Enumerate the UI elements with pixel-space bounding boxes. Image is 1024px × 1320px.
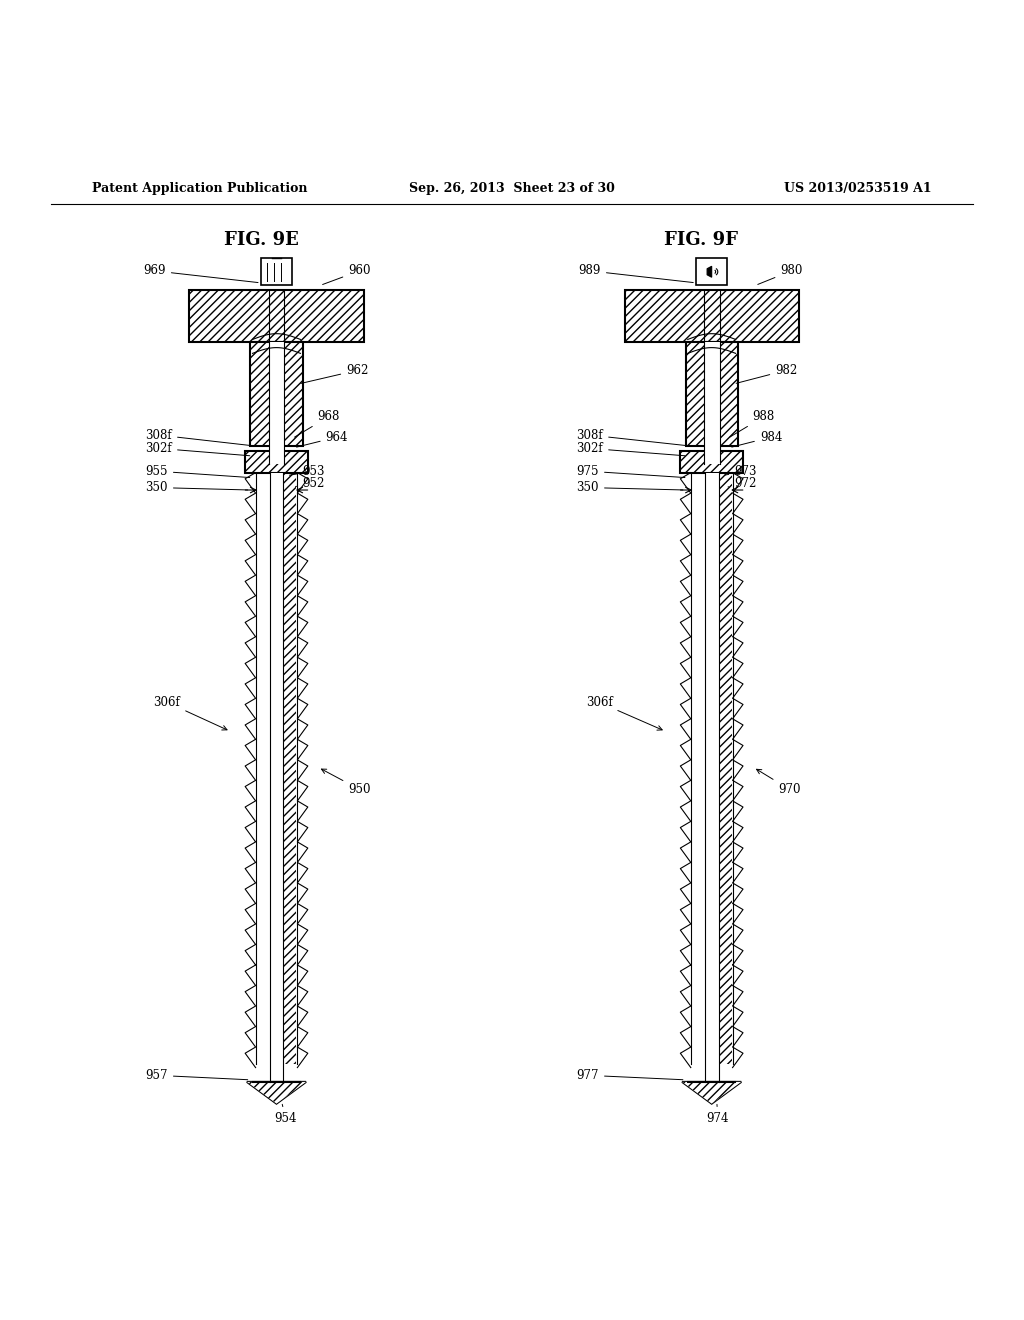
Text: 953: 953 (290, 465, 325, 478)
Text: 302f: 302f (577, 442, 685, 455)
Bar (251, 342, 303, 446)
Text: 950: 950 (322, 770, 371, 796)
Bar (268, 342, 285, 463)
Text: 306f: 306f (586, 696, 663, 730)
Bar (705, 473, 711, 1064)
Text: FIG. 9F: FIG. 9F (665, 231, 738, 249)
Text: 975: 975 (577, 465, 685, 478)
Text: 964: 964 (297, 430, 348, 447)
Bar (719, 473, 732, 1064)
Bar (189, 290, 364, 342)
Text: 972: 972 (728, 477, 757, 490)
Text: 974: 974 (707, 1105, 729, 1125)
Polygon shape (708, 267, 712, 277)
Text: Patent Application Publication: Patent Application Publication (92, 182, 307, 195)
Bar (625, 290, 799, 342)
Text: 984: 984 (732, 430, 782, 447)
Polygon shape (682, 1082, 741, 1104)
Text: 308f: 308f (145, 429, 250, 445)
Bar (261, 257, 292, 285)
Text: Sep. 26, 2013  Sheet 23 of 30: Sep. 26, 2013 Sheet 23 of 30 (409, 182, 615, 195)
Text: 989: 989 (579, 264, 693, 282)
Text: 302f: 302f (145, 442, 250, 455)
Text: 973: 973 (725, 465, 757, 478)
Text: 957: 957 (145, 1069, 248, 1082)
Bar (691, 473, 732, 1064)
Text: 962: 962 (301, 364, 369, 383)
Text: US 2013/0253519 A1: US 2013/0253519 A1 (784, 182, 932, 195)
Bar (705, 473, 719, 1082)
Text: 308f: 308f (577, 429, 685, 445)
Text: 970: 970 (757, 770, 801, 796)
Text: 969: 969 (143, 264, 258, 282)
Polygon shape (247, 1082, 306, 1104)
Bar (284, 473, 297, 1064)
Text: 977: 977 (577, 1069, 683, 1082)
Text: 306f: 306f (154, 696, 227, 730)
Bar (703, 342, 720, 463)
Text: 988: 988 (730, 411, 775, 437)
Bar (245, 451, 308, 473)
Bar (269, 473, 284, 1082)
Text: 350: 350 (577, 480, 683, 494)
Text: 955: 955 (145, 465, 250, 478)
Text: 952: 952 (296, 477, 325, 490)
Bar (256, 473, 297, 1064)
Text: 968: 968 (295, 411, 340, 437)
Bar (269, 473, 275, 1064)
Polygon shape (682, 1082, 741, 1104)
Text: 960: 960 (323, 264, 371, 285)
Bar (680, 451, 743, 473)
Text: 980: 980 (758, 264, 803, 284)
Polygon shape (247, 1082, 306, 1104)
Bar (696, 257, 727, 285)
Text: 954: 954 (274, 1105, 297, 1125)
Text: 982: 982 (736, 364, 798, 383)
Text: FIG. 9E: FIG. 9E (224, 231, 298, 249)
Bar (686, 342, 737, 446)
Text: 350: 350 (145, 480, 248, 494)
